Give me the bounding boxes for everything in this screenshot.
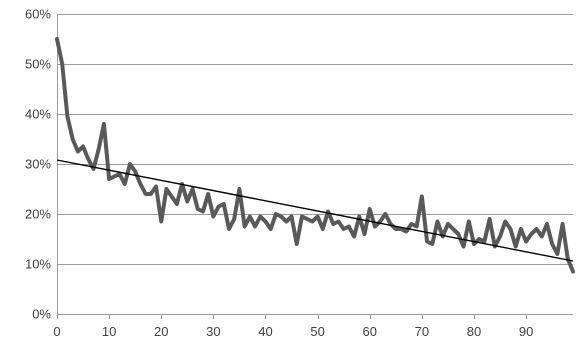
x-tick-label: 60 xyxy=(362,324,376,339)
trendline-layer xyxy=(56,159,574,262)
y-tick-label: 40% xyxy=(25,107,51,122)
axes xyxy=(57,14,573,319)
trendline xyxy=(56,159,574,262)
x-tick-label: 20 xyxy=(154,324,168,339)
y-tick-label: 50% xyxy=(25,57,51,72)
series-line xyxy=(55,37,575,274)
x-tick-label: 90 xyxy=(519,324,533,339)
x-axis-tick-labels: 0 10 20 30 40 50 60 70 80 90 xyxy=(53,324,533,339)
x-tick-label: 50 xyxy=(310,324,324,339)
y-tick-label: 20% xyxy=(25,207,51,222)
y-tick-label: 60% xyxy=(25,7,51,22)
y-axis-tick-labels: 0% 10% 20% 30% 40% 50% 60% xyxy=(25,7,51,322)
x-tick-label: 10 xyxy=(102,324,116,339)
x-tick-label: 0 xyxy=(53,324,60,339)
y-tick-label: 0% xyxy=(32,307,51,322)
y-tick-label: 10% xyxy=(25,257,51,272)
series-layer xyxy=(55,37,575,274)
y-tick-label: 30% xyxy=(25,157,51,172)
x-tick-label: 40 xyxy=(258,324,272,339)
gridlines xyxy=(57,14,573,265)
x-tick-label: 70 xyxy=(415,324,429,339)
x-tick-label: 30 xyxy=(206,324,220,339)
x-tick-label: 80 xyxy=(467,324,481,339)
